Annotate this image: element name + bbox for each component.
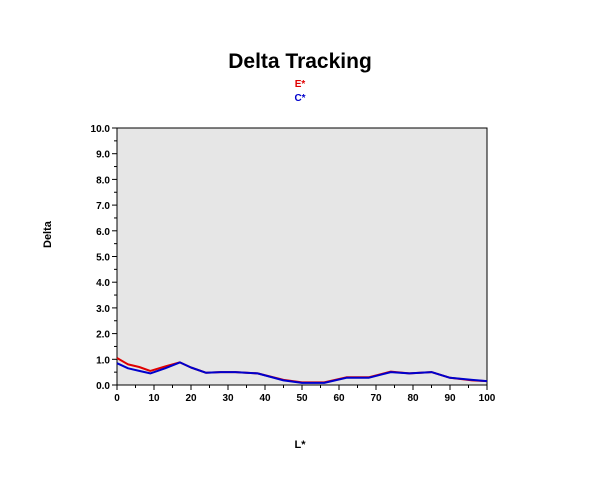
x-tick-label: 80	[407, 393, 419, 404]
y-tick-label: 0.0	[96, 381, 110, 392]
legend-entry-e-star: E*	[294, 79, 306, 90]
y-tick-label: 2.0	[96, 330, 110, 341]
y-tick-label: 9.0	[96, 150, 110, 161]
x-tick-label: 0	[114, 393, 120, 404]
x-axis-label: L*	[294, 439, 306, 451]
y-tick-label: 7.0	[96, 201, 110, 212]
x-tick-label: 40	[259, 393, 271, 404]
plot-area	[116, 127, 488, 386]
x-tick-label: 20	[185, 393, 197, 404]
x-tick-label: 100	[479, 393, 496, 404]
x-tick-label: 90	[444, 393, 456, 404]
y-tick-label: 4.0	[96, 278, 110, 289]
x-tick-label: 50	[296, 393, 308, 404]
chart-title: Delta Tracking	[228, 50, 372, 73]
y-tick-label: 5.0	[96, 253, 110, 264]
x-tick-label: 70	[370, 393, 382, 404]
x-tick-label: 60	[333, 393, 345, 404]
y-tick-label: 3.0	[96, 304, 110, 315]
y-tick-label: 10.0	[91, 124, 111, 135]
y-tick-label: 8.0	[96, 175, 110, 186]
y-tick-label: 6.0	[96, 227, 110, 238]
x-tick-label: 30	[222, 393, 234, 404]
y-tick-label: 1.0	[96, 355, 110, 366]
series-line-c-star	[116, 361, 488, 384]
legend-entry-c-star: C*	[294, 93, 306, 104]
x-tick-label: 10	[148, 393, 160, 404]
